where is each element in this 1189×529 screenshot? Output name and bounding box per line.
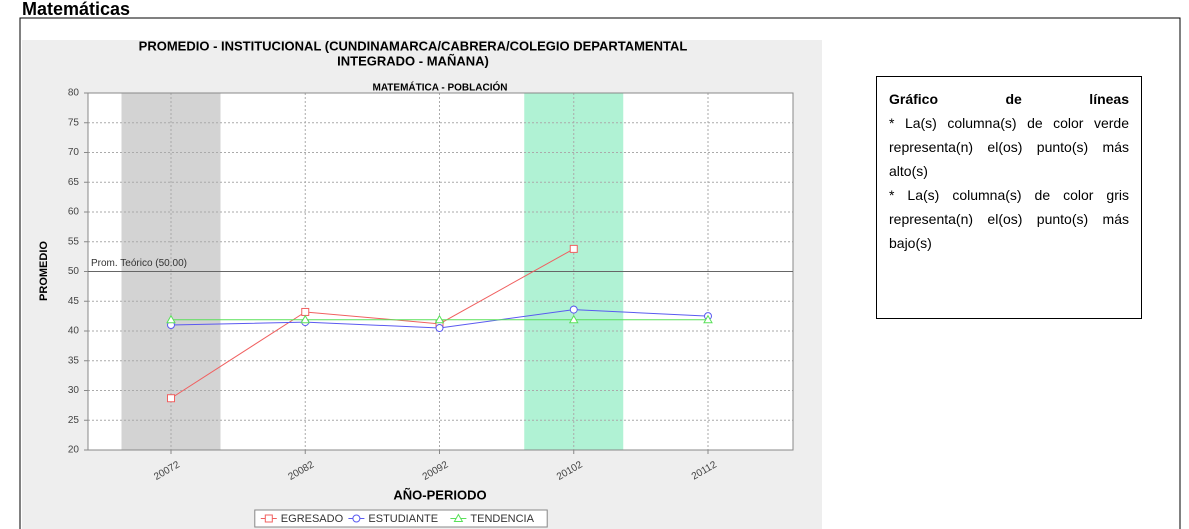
y-tick-label: 45 [68, 296, 80, 307]
y-tick-label: 55 [68, 236, 80, 247]
reference-label: Prom. Teórico (50.00) [91, 258, 187, 269]
y-tick-label: 40 [68, 326, 80, 337]
legend-box [254, 509, 548, 528]
y-tick-label: 75 [68, 117, 80, 128]
series-line [170, 248, 574, 399]
y-tick-label: 30 [68, 385, 80, 396]
marker [264, 514, 273, 523]
marker [434, 314, 445, 324]
note-item: * La(s) columna(s) de color gris represe… [889, 187, 1129, 251]
y-tick-label: 50 [68, 266, 80, 277]
marker [568, 314, 579, 324]
marker [300, 314, 311, 324]
legend-label: EGRESADO [281, 513, 344, 525]
outer-border [19, 17, 1181, 529]
y-tick-label: 35 [68, 355, 80, 366]
note-title: Gráfico de líneas [889, 91, 1129, 107]
marker [569, 244, 578, 253]
y-tick-label: 60 [68, 207, 80, 218]
note-item: * La(s) columna(s) de color verde repres… [889, 115, 1129, 179]
legend: EGRESADO ESTUDIANTE TENDENCIA [254, 509, 548, 528]
legend-label: TENDENCIA [470, 513, 534, 525]
marker [166, 314, 176, 324]
y-tick-label: 25 [68, 415, 80, 426]
marker [435, 324, 444, 333]
y-tick-label: 70 [68, 147, 80, 158]
chart-title: PROMEDIO - INSTITUCIONAL (CUNDINAMARCA/C… [139, 38, 688, 53]
heading: Matemáticas [22, 0, 130, 19]
y-tick-label: 80 [68, 88, 80, 99]
marker [569, 305, 578, 314]
marker [352, 514, 361, 523]
marker [167, 394, 175, 403]
y-tick-label: 20 [68, 445, 80, 456]
chart-title: INTEGRADO - MAÑANA) [337, 53, 489, 68]
marker [453, 513, 464, 522]
y-axis-label: PROMEDIO [38, 241, 50, 301]
subtitle: MATEMÁTICA - POBLACIÓN [373, 81, 508, 94]
legend-label: ESTUDIANTE [368, 513, 438, 525]
note-box: Gráfico de líneas * La(s) columna(s) de … [876, 76, 1142, 319]
y-tick-label: 65 [68, 177, 80, 188]
x-axis-label: AÑO-PERIODO [393, 487, 486, 502]
marker [703, 314, 713, 324]
marker [301, 307, 310, 316]
